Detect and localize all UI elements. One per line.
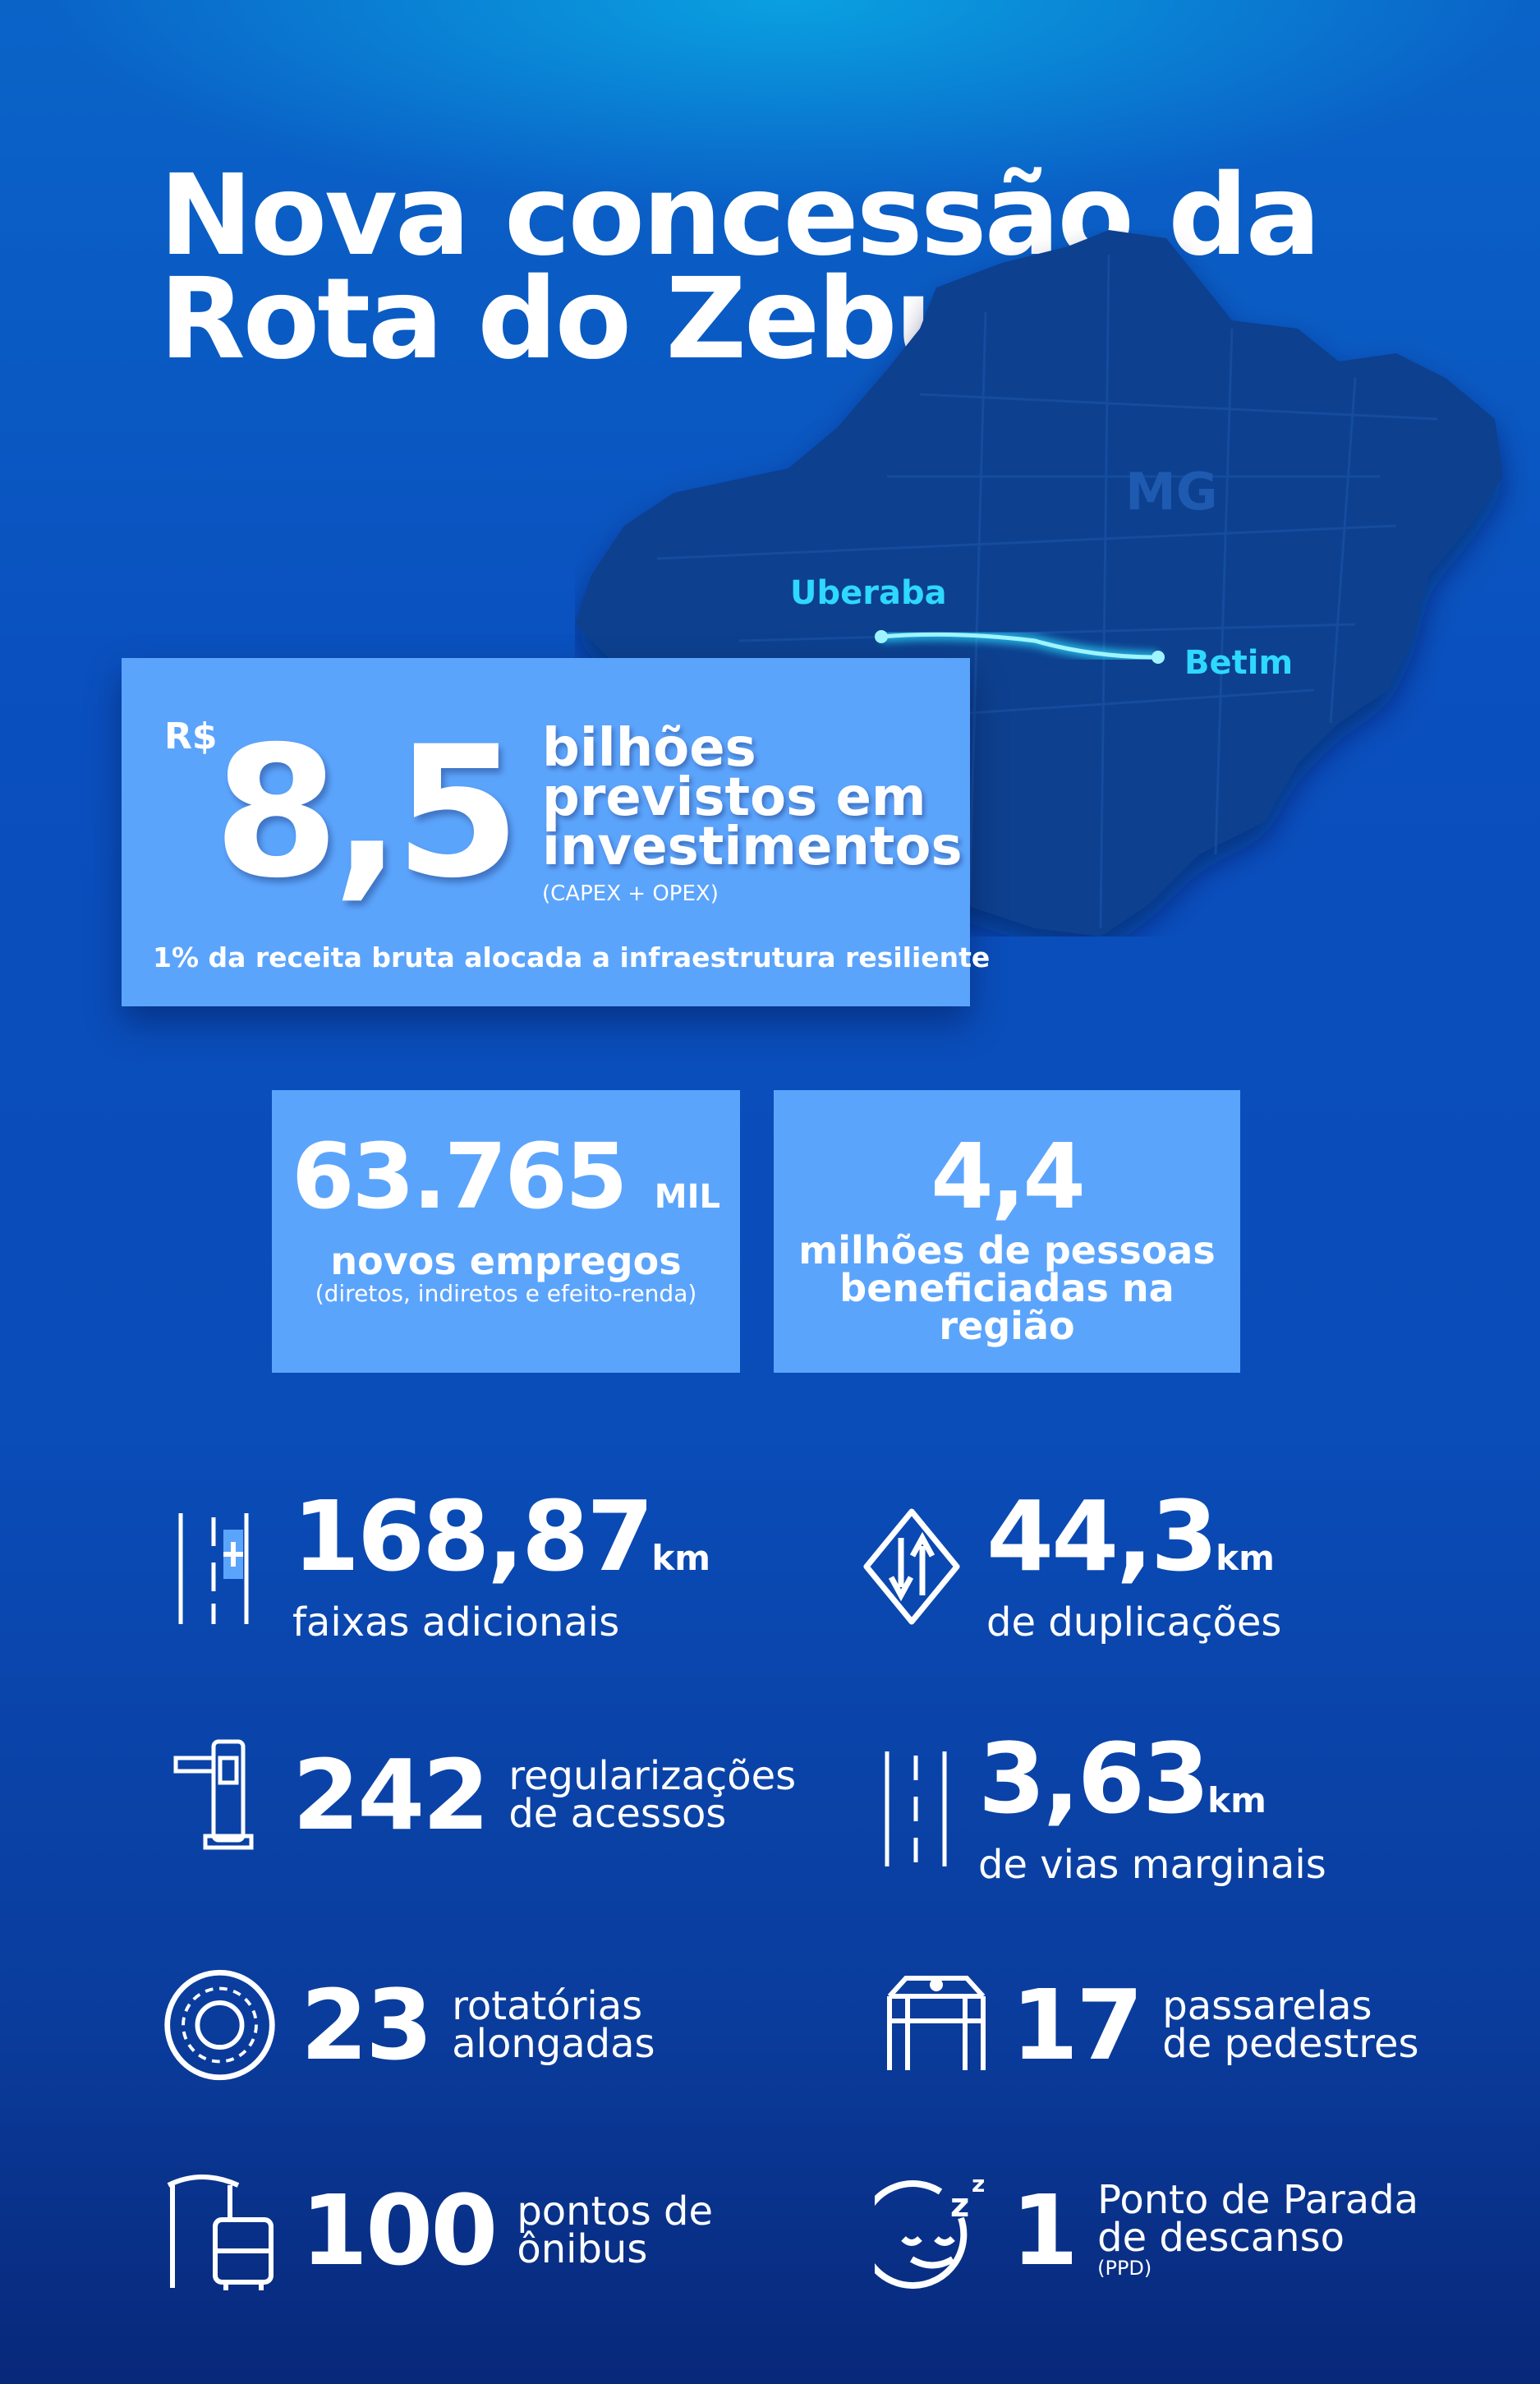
people-card: 4,4 milhões de pessoas beneficiadas na r… — [774, 1090, 1240, 1373]
stat-duplications: 44,3km de duplicações — [858, 1488, 1281, 1642]
investment-value: 8,5 — [214, 707, 521, 918]
toll-barrier-icon — [173, 1739, 254, 1850]
two-way-sign-icon — [863, 1508, 960, 1624]
capex-note: (CAPEX + OPEX) — [542, 881, 719, 906]
stat-access: 242 regularizações de acessos — [164, 1733, 796, 1857]
pedestrian-bridge-icon — [887, 1976, 986, 2070]
svg-text:z: z — [950, 2187, 969, 2225]
currency-label: R$ — [164, 716, 218, 757]
stat-bus-stops: 100 pontos de ônibus — [164, 2169, 713, 2292]
stat-roundabouts: 23 rotatórias alongadas — [160, 1963, 655, 2087]
rest-stop-icon: zz — [875, 2170, 985, 2290]
resilience-note: 1% da receita bruta alocada a infraestru… — [153, 941, 991, 973]
state-label: MG — [1125, 462, 1218, 522]
roundabout-icon — [164, 1969, 275, 2081]
city-uberaba: Uberaba — [790, 574, 947, 612]
city-betim: Betim — [1184, 644, 1293, 682]
jobs-label: novos empregos — [330, 1239, 682, 1283]
people-value: 4,4 — [931, 1124, 1086, 1229]
route-line — [880, 632, 1159, 660]
investment-label: bilhões previstos em investimentos — [542, 718, 963, 877]
bus-stop-icon — [167, 2175, 274, 2290]
stat-additional-lanes: 168,87km faixas adicionais — [164, 1488, 710, 1642]
stat-footbridges: 17 passarelas de pedestres — [883, 1963, 1419, 2087]
investment-card: R$ 8,5 bilhões previstos em investimento… — [122, 658, 990, 1006]
jobs-note: (diretos, indiretos e efeito-renda) — [315, 1280, 697, 1307]
additional-lane-icon — [178, 1512, 249, 1624]
jobs-card: 63.765 MIL novos empregos (diretos, indi… — [272, 1090, 740, 1373]
page-title: Nova concessão da Rota do Zebu — [159, 151, 1321, 384]
stat-marginal-roads: 3,63km de vias marginais — [875, 1730, 1326, 1885]
svg-text:z: z — [972, 2170, 985, 2198]
road-lanes-icon — [885, 1751, 947, 1866]
jobs-value: 63.765 MIL — [292, 1124, 720, 1229]
